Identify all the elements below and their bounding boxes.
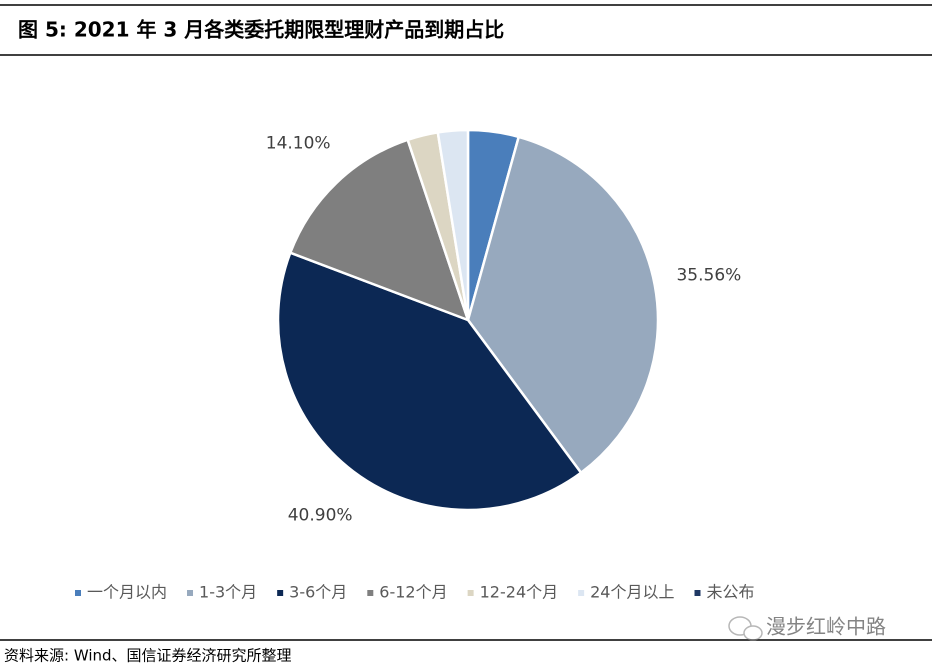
pie-slice <box>276 251 583 512</box>
legend-marker <box>367 590 374 596</box>
watermark-icon <box>728 616 763 641</box>
legend-marker <box>277 590 284 596</box>
legend-label: 3-6个月 <box>289 583 347 602</box>
data-label: 14.10% <box>266 133 331 153</box>
pie-slice <box>466 135 660 475</box>
data-label: 40.90% <box>288 505 353 525</box>
legend-label: 一个月以内 <box>87 583 167 602</box>
legend-label: 1-3个月 <box>199 583 257 602</box>
data-label: 35.56% <box>676 265 741 285</box>
chart-title: 图 5: 2021 年 3 月各类委托期限型理财产品到期占比 <box>18 18 504 42</box>
watermark: 漫步红岭中路 <box>766 615 886 639</box>
legend-label: 6-12个月 <box>379 583 447 602</box>
legend-marker <box>467 590 474 596</box>
legend-label: 12-24个月 <box>480 583 559 602</box>
pie-slice <box>436 128 470 321</box>
pie-slice <box>288 138 471 323</box>
legend-label: 24个月以上 <box>590 583 674 602</box>
legend-marker <box>694 590 701 596</box>
legend-label: 未公布 <box>707 583 755 602</box>
source-note: 资料来源: Wind、国信证券经济研究所整理 <box>4 647 292 665</box>
legend-marker <box>187 590 194 596</box>
legend-marker <box>578 590 585 596</box>
legend-marker <box>75 590 81 596</box>
